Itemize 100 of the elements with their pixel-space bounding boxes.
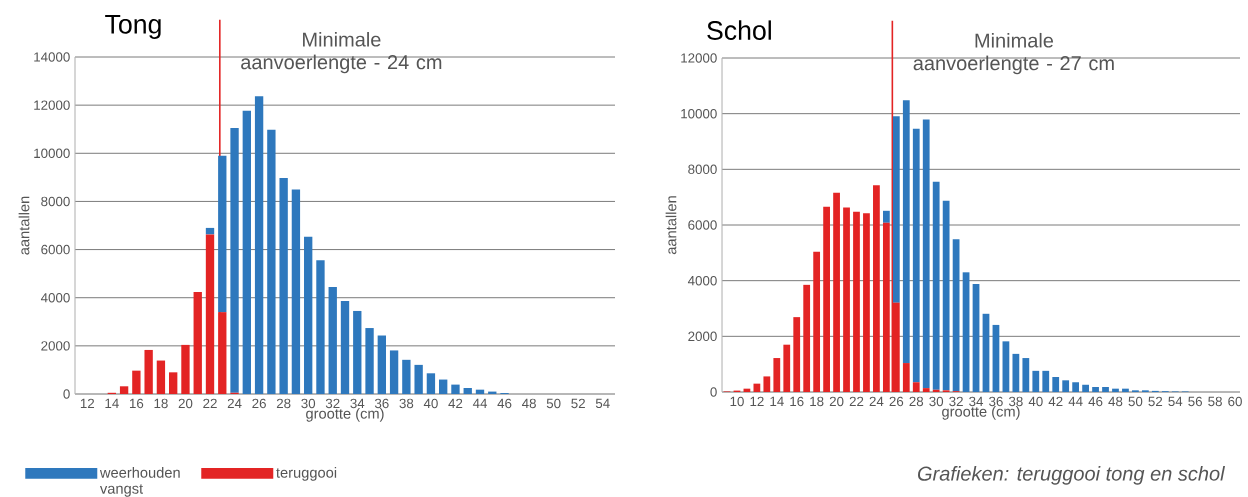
bar — [279, 178, 288, 394]
x-tick-label: 26 — [252, 398, 266, 409]
x-tick-label: 14 — [770, 396, 784, 406]
x-axis-title: grootte (cm) — [942, 405, 1020, 420]
y-tick-label: 12000 — [34, 100, 70, 110]
x-tick-label: 38 — [1008, 396, 1023, 407]
y-axis-title: aantallen — [665, 196, 677, 255]
bar — [912, 128, 920, 383]
x-tick-label: 20 — [178, 398, 193, 409]
bar — [912, 382, 920, 392]
x-tick-label: 56 — [1188, 396, 1203, 407]
x-tick-label: 32 — [949, 396, 963, 407]
x-tick-label: 18 — [810, 396, 824, 407]
x-tick-label: 34 — [350, 398, 365, 409]
bar — [169, 372, 178, 394]
x-tick-label: 60 — [1228, 396, 1242, 407]
bar — [1062, 380, 1070, 392]
text: Grafieken: teruggooi tong en schol — [918, 466, 1226, 485]
bar — [922, 119, 930, 389]
bar — [863, 213, 870, 392]
bar — [873, 185, 880, 392]
x-tick-label: 22 — [203, 398, 217, 409]
bar — [316, 260, 325, 394]
x-tick-label: 24 — [869, 396, 884, 407]
bar — [773, 358, 781, 392]
bar — [793, 317, 801, 392]
y-tick-label: 4000 — [40, 293, 70, 303]
bar — [803, 284, 811, 392]
bar — [763, 376, 771, 392]
bar — [463, 387, 472, 394]
x-tick-label: 20 — [829, 396, 844, 407]
x-tick-label: 46 — [1088, 396, 1103, 407]
y-tick-label: 8000 — [688, 164, 717, 175]
bar — [922, 388, 930, 392]
x-tick-label: 12 — [750, 396, 764, 407]
y-tick-label: 0 — [710, 387, 717, 397]
y-tick-label: 2000 — [41, 341, 70, 351]
bar — [1092, 386, 1099, 392]
x-tick-label: 28 — [909, 396, 924, 407]
bar — [205, 234, 215, 394]
bar — [1102, 386, 1109, 392]
legend-label: teruggooi — [276, 467, 337, 481]
x-tick-label: 42 — [1048, 396, 1063, 407]
bar — [414, 364, 423, 394]
x-tick-label: 44 — [1068, 396, 1083, 406]
bar — [119, 386, 129, 394]
y-tick-label: 0 — [63, 389, 70, 399]
bar — [1072, 382, 1080, 392]
bar — [833, 192, 840, 392]
bar — [882, 210, 890, 223]
x-tick-label: 42 — [448, 398, 463, 409]
y-tick-label: 6000 — [688, 220, 717, 230]
bar — [1112, 388, 1119, 392]
chart-title: Tong — [105, 15, 161, 39]
bar — [328, 286, 337, 394]
y-tick-label: 14000 — [34, 52, 70, 62]
ref-line-label: Minimale aanvoerlengte - 24 cm — [241, 31, 442, 74]
bar — [426, 373, 436, 394]
x-tick-label: 38 — [399, 398, 414, 409]
y-tick-label: 4000 — [687, 275, 717, 286]
bar — [902, 100, 910, 364]
bar — [1012, 353, 1020, 392]
bar — [1042, 370, 1050, 392]
bar — [242, 110, 251, 394]
bar — [823, 206, 830, 392]
x-tick-label: 22 — [849, 396, 864, 407]
bar — [389, 350, 399, 394]
x-tick-label: 16 — [790, 396, 804, 407]
bar — [783, 344, 791, 392]
x-tick-label: 50 — [546, 398, 561, 409]
bar — [340, 301, 350, 394]
bar — [353, 310, 362, 394]
bar — [942, 200, 950, 391]
y-tick-label: 10000 — [34, 148, 70, 158]
x-tick-label: 36 — [374, 398, 389, 409]
y-tick-label: 8000 — [41, 196, 70, 207]
x-axis-title: grootte (cm) — [306, 407, 384, 422]
chart-title: Schol — [707, 20, 771, 40]
y-tick-label: 10000 — [681, 108, 717, 119]
x-tick-label: 48 — [1108, 396, 1123, 407]
bar — [843, 207, 850, 392]
bar — [853, 211, 860, 392]
bar — [1052, 376, 1060, 392]
bar — [267, 129, 276, 394]
x-tick-label: 52 — [571, 398, 585, 409]
y-tick-label: 6000 — [41, 244, 70, 255]
x-tick-label: 18 — [154, 398, 168, 409]
x-tick-label: 12 — [80, 398, 95, 409]
bar — [932, 389, 940, 392]
x-tick-label: 44 — [472, 398, 488, 408]
bar — [451, 384, 460, 394]
x-tick-label: 52 — [1148, 396, 1163, 407]
bar — [1022, 358, 1030, 392]
bar — [439, 379, 448, 394]
bar — [230, 128, 239, 393]
x-tick-label: 40 — [423, 398, 438, 409]
x-tick-label: 54 — [1168, 396, 1183, 407]
bar — [902, 363, 910, 392]
x-tick-label: 46 — [497, 398, 512, 409]
bar — [1082, 384, 1089, 392]
